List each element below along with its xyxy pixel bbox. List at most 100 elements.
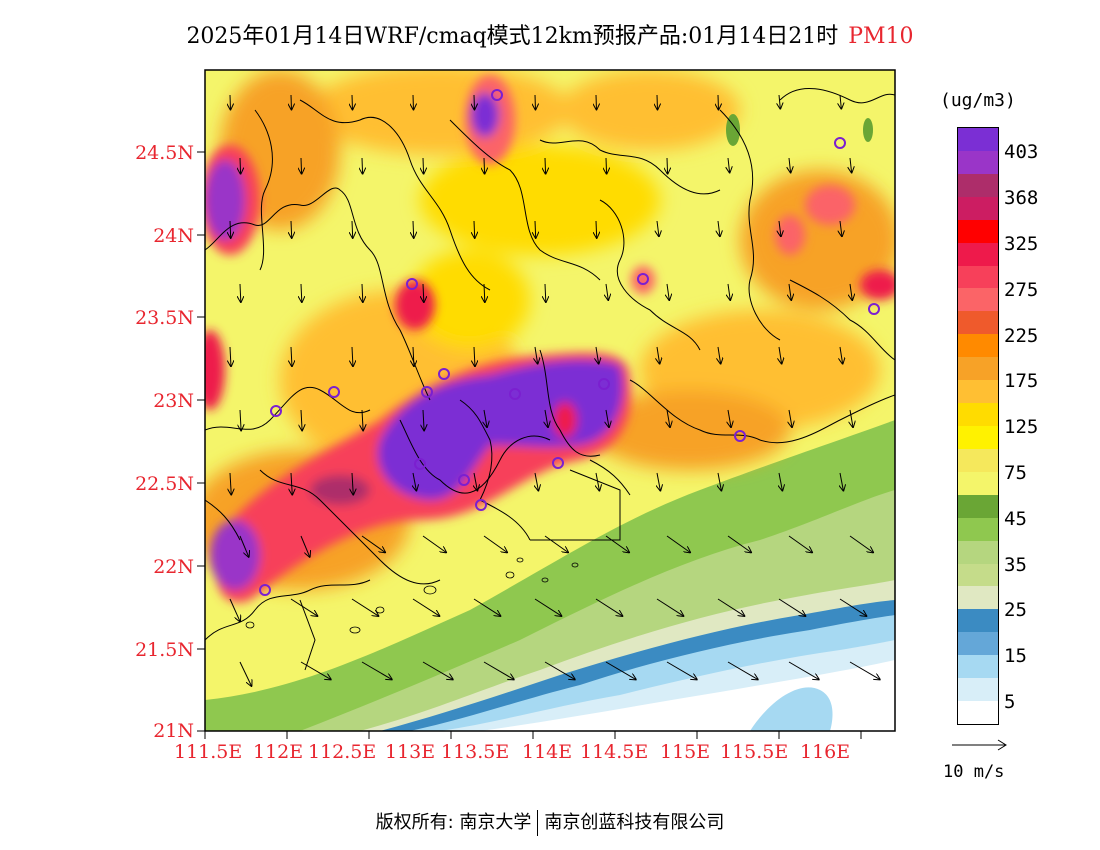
wind-vector (291, 346, 292, 366)
colorbar-label: 25 (1004, 599, 1027, 621)
x-tick-label: 114E (522, 741, 573, 763)
colorbar (957, 127, 999, 725)
wind-vector (484, 283, 485, 302)
wind-vector (535, 346, 538, 364)
y-tick-label: 23.5N (135, 307, 194, 329)
wind-vector (717, 598, 744, 616)
wind-vector (778, 598, 805, 616)
wind-vector (362, 157, 363, 174)
wind-vector (779, 220, 781, 236)
wind-vector (840, 346, 843, 364)
wind-vector (840, 220, 842, 236)
copyright: 版权所有: 南京大学 南京创蓝科技有限公司 (0, 808, 1100, 836)
wind-vector (789, 409, 792, 427)
x-tick-label: 114.5E (580, 741, 649, 763)
wind-vector (301, 409, 302, 430)
wind-vector (240, 157, 241, 174)
x-tick-label: 112.5E (308, 741, 377, 763)
wind-vector (474, 346, 475, 366)
wind-vector (850, 409, 853, 427)
colorbar-segment (958, 517, 998, 541)
title-variable: PM10 (848, 24, 914, 49)
wind-vector (230, 346, 231, 366)
wind-vector (361, 535, 385, 552)
colorbar-label: 175 (1004, 370, 1039, 392)
wind-vector (727, 535, 751, 552)
colorbar-label: 125 (1004, 416, 1039, 438)
x-tick-label: 113E (385, 741, 436, 763)
wind-vector (657, 346, 660, 364)
wind-vector (667, 283, 669, 300)
wind-vector (534, 598, 561, 616)
colorbar-segment (958, 678, 998, 702)
colorbar-label: 75 (1004, 462, 1027, 484)
colorbar-segment (958, 150, 998, 174)
wind-vector (474, 472, 477, 490)
wind-vector (239, 661, 251, 686)
y-tick-label: 24N (153, 225, 194, 247)
wind-vector (595, 598, 622, 616)
wind-vector (423, 283, 424, 302)
wind-vector (483, 535, 507, 552)
colorbar-label: 403 (1004, 141, 1039, 163)
colorbar-label: 368 (1004, 187, 1039, 209)
reference-vector-arrow (952, 739, 1007, 751)
wind-vector (789, 283, 791, 300)
colorbar-segment (958, 265, 998, 289)
colorbar-segment (958, 425, 998, 449)
colorbar-segment (958, 655, 998, 679)
x-tick-label: 113.5E (441, 741, 510, 763)
wind-vector (535, 220, 536, 238)
colorbar-segment (958, 448, 998, 472)
wind-vector (657, 220, 659, 236)
colorbar-label: 225 (1004, 325, 1039, 347)
wind-vector (718, 220, 720, 236)
x-tick-label: 115E (660, 741, 711, 763)
wind-vector (300, 661, 331, 679)
colorbar-segment (958, 586, 998, 610)
wind-vector (423, 409, 424, 430)
wind-vector (718, 472, 721, 490)
wind-vector (606, 157, 607, 174)
wind-vector (788, 661, 819, 679)
wind-vector (413, 220, 414, 238)
wind-vector (545, 283, 546, 302)
wind-vector (240, 283, 241, 302)
wind-vector (300, 535, 310, 557)
colorbar-segment (958, 196, 998, 220)
wind-vector (291, 472, 292, 494)
wind-vector (361, 661, 392, 679)
wind-vector (352, 220, 353, 238)
wind-vector (606, 283, 608, 300)
x-tick-label: 112E (253, 741, 304, 763)
wind-vector (850, 283, 852, 300)
wind-vector (839, 598, 866, 616)
colorbar-segment (958, 219, 998, 243)
colorbar-segment (958, 494, 998, 518)
wind-vector (352, 346, 353, 366)
colorbar-segment (958, 540, 998, 564)
colorbar-segment (958, 128, 998, 151)
y-tick-label: 23N (153, 390, 194, 412)
colorbar-label: 45 (1004, 508, 1027, 530)
wind-vector (229, 598, 240, 621)
wind-vector (362, 409, 363, 430)
copyright-right: 南京创蓝科技有限公司 (544, 812, 725, 833)
wind-vector (779, 94, 780, 109)
wind-vector (606, 409, 609, 427)
wind-vector (291, 220, 292, 238)
y-tick-label: 21.5N (135, 639, 194, 661)
wind-vector (413, 346, 414, 366)
colorbar-segment (958, 288, 998, 312)
colorbar-segment (958, 242, 998, 266)
wind-vector (484, 157, 485, 174)
x-tick-label: 116E (800, 741, 851, 763)
wind-vector (718, 346, 721, 364)
wind-vector (362, 283, 363, 302)
colorbar-label: 325 (1004, 233, 1039, 255)
wind-vector (544, 535, 568, 552)
colorbar-label: 15 (1004, 645, 1027, 667)
wind-vector (474, 220, 475, 238)
wind-vector (412, 598, 439, 616)
title-text: 2025年01月14日WRF/cmaq模式12km预报产品:01月14日21时 (186, 24, 839, 49)
